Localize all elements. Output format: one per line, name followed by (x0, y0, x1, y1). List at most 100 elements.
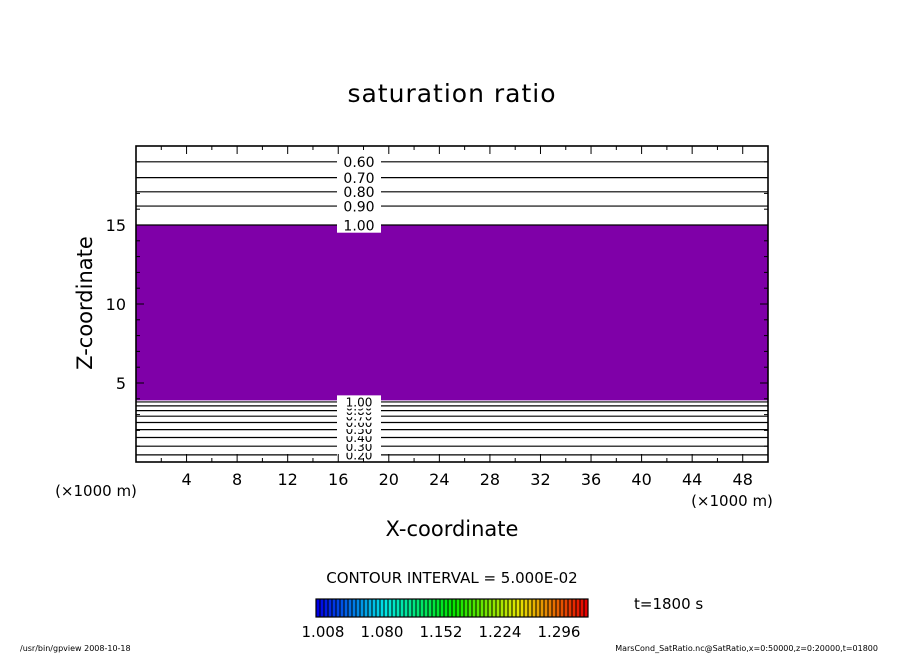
x-tick-label: 36 (581, 470, 601, 489)
colorbar-cell (424, 599, 429, 617)
colorbar-cell (460, 599, 465, 617)
colorbar-cell (452, 599, 457, 617)
colorbar-cell (348, 599, 353, 617)
contour-label-bg (337, 184, 381, 200)
x-unit-right: (×1000 m) (691, 492, 773, 510)
colorbar-cell (360, 599, 365, 617)
x-tick-label: 48 (733, 470, 753, 489)
colorbar-cell (496, 599, 501, 617)
y-tick-label: 15 (106, 216, 126, 235)
colorbar-cell (356, 599, 361, 617)
contour-label: 1.00 (343, 218, 374, 234)
colorbar-cell (536, 599, 541, 617)
colorbar-cell (428, 599, 433, 617)
colorbar-cell (368, 599, 373, 617)
x-tick-label: 40 (631, 470, 651, 489)
colorbar-tick-label: 1.224 (479, 623, 522, 641)
x-tick-label: 16 (328, 470, 348, 489)
colorbar-cell (364, 599, 369, 617)
x-tick-label: 20 (379, 470, 399, 489)
colorbar-cell (384, 599, 389, 617)
colorbar-cell (584, 599, 589, 617)
colorbar-cell (472, 599, 477, 617)
x-tick-label: 24 (429, 470, 449, 489)
contour-label: 0.60 (343, 155, 374, 171)
x-tick-label: 4 (181, 470, 191, 489)
colorbar-cell (556, 599, 561, 617)
y-axis-label: Z-coordinate (73, 236, 97, 370)
contour-label: 0.80 (343, 185, 374, 201)
colorbar-cell (408, 599, 413, 617)
plot-area: 1.000.900.800.700.60 0.200.300.400.500.6… (106, 145, 769, 489)
contour-label: 0.70 (343, 171, 374, 187)
shaded-region (136, 225, 768, 401)
x-axis-label: X-coordinate (386, 517, 519, 541)
colorbar-cell (544, 599, 549, 617)
colorbar-cell (476, 599, 481, 617)
x-tick-label: 28 (480, 470, 500, 489)
colorbar-cell (336, 599, 341, 617)
colorbar-cell (432, 599, 437, 617)
colorbar-cell (392, 599, 397, 617)
colorbar-cell (572, 599, 577, 617)
colorbar-cell (380, 599, 385, 617)
colorbar-cell (464, 599, 469, 617)
colorbar-cell (332, 599, 337, 617)
colorbar-cell (344, 599, 349, 617)
colorbar-cell (520, 599, 525, 617)
colorbar-cell (388, 599, 393, 617)
contour-label-bg (337, 217, 381, 233)
contour-interval-text: CONTOUR INTERVAL = 5.000E-02 (326, 569, 577, 587)
y-tick-label: 5 (116, 374, 126, 393)
colorbar-cell (480, 599, 485, 617)
colorbar-cell (420, 599, 425, 617)
contour-label-bg (337, 395, 381, 409)
colorbar-cell (560, 599, 565, 617)
colorbar-tick-label: 1.296 (538, 623, 581, 641)
footer-right: MarsCond_SatRatio.nc@SatRatio,x=0:50000,… (615, 644, 878, 653)
x-tick-label: 44 (682, 470, 702, 489)
colorbar-cell (448, 599, 453, 617)
colorbar-cell (528, 599, 533, 617)
colorbar-cell (416, 599, 421, 617)
colorbar-tick-label: 1.008 (302, 623, 345, 641)
colorbar-cell (400, 599, 405, 617)
contour-label: 1.00 (346, 396, 373, 410)
contour-label: 0.90 (343, 199, 374, 215)
colorbar-cell (436, 599, 441, 617)
footer-left: /usr/bin/gpview 2008-10-18 (20, 644, 131, 653)
colorbar-cell (444, 599, 449, 617)
colorbar-cell (524, 599, 529, 617)
time-label: t=1800 s (634, 595, 703, 613)
colorbar-cell (468, 599, 473, 617)
colorbar-cell (500, 599, 505, 617)
colorbar-cell (540, 599, 545, 617)
colorbar-cell (376, 599, 381, 617)
x-unit-left: (×1000 m) (55, 482, 137, 500)
x-tick-label: 12 (278, 470, 298, 489)
colorbar-cell (324, 599, 329, 617)
colorbar-cell (352, 599, 357, 617)
contour-label-bg (337, 154, 381, 170)
contour-label-bg (337, 169, 381, 186)
colorbar-cell (372, 599, 377, 617)
colorbar-cell (340, 599, 345, 617)
colorbar-cell (512, 599, 517, 617)
colorbar-cell (316, 599, 321, 617)
colorbar-frame (315, 598, 589, 618)
contour-label-bg (337, 198, 381, 214)
colorbar-cell (508, 599, 513, 617)
colorbar-tick-label: 1.080 (361, 623, 404, 641)
colorbar-cell (552, 599, 557, 617)
colorbar-cell (580, 599, 585, 617)
colorbar-cell (492, 599, 497, 617)
colorbar-cell (320, 599, 325, 617)
colorbar-cell (576, 599, 581, 617)
colorbar-cell (484, 599, 489, 617)
chart-title: saturation ratio (347, 79, 556, 108)
colorbar-cell (328, 599, 333, 617)
colorbar-cell (516, 599, 521, 617)
colorbar-cell (568, 599, 573, 617)
colorbar (315, 598, 589, 618)
